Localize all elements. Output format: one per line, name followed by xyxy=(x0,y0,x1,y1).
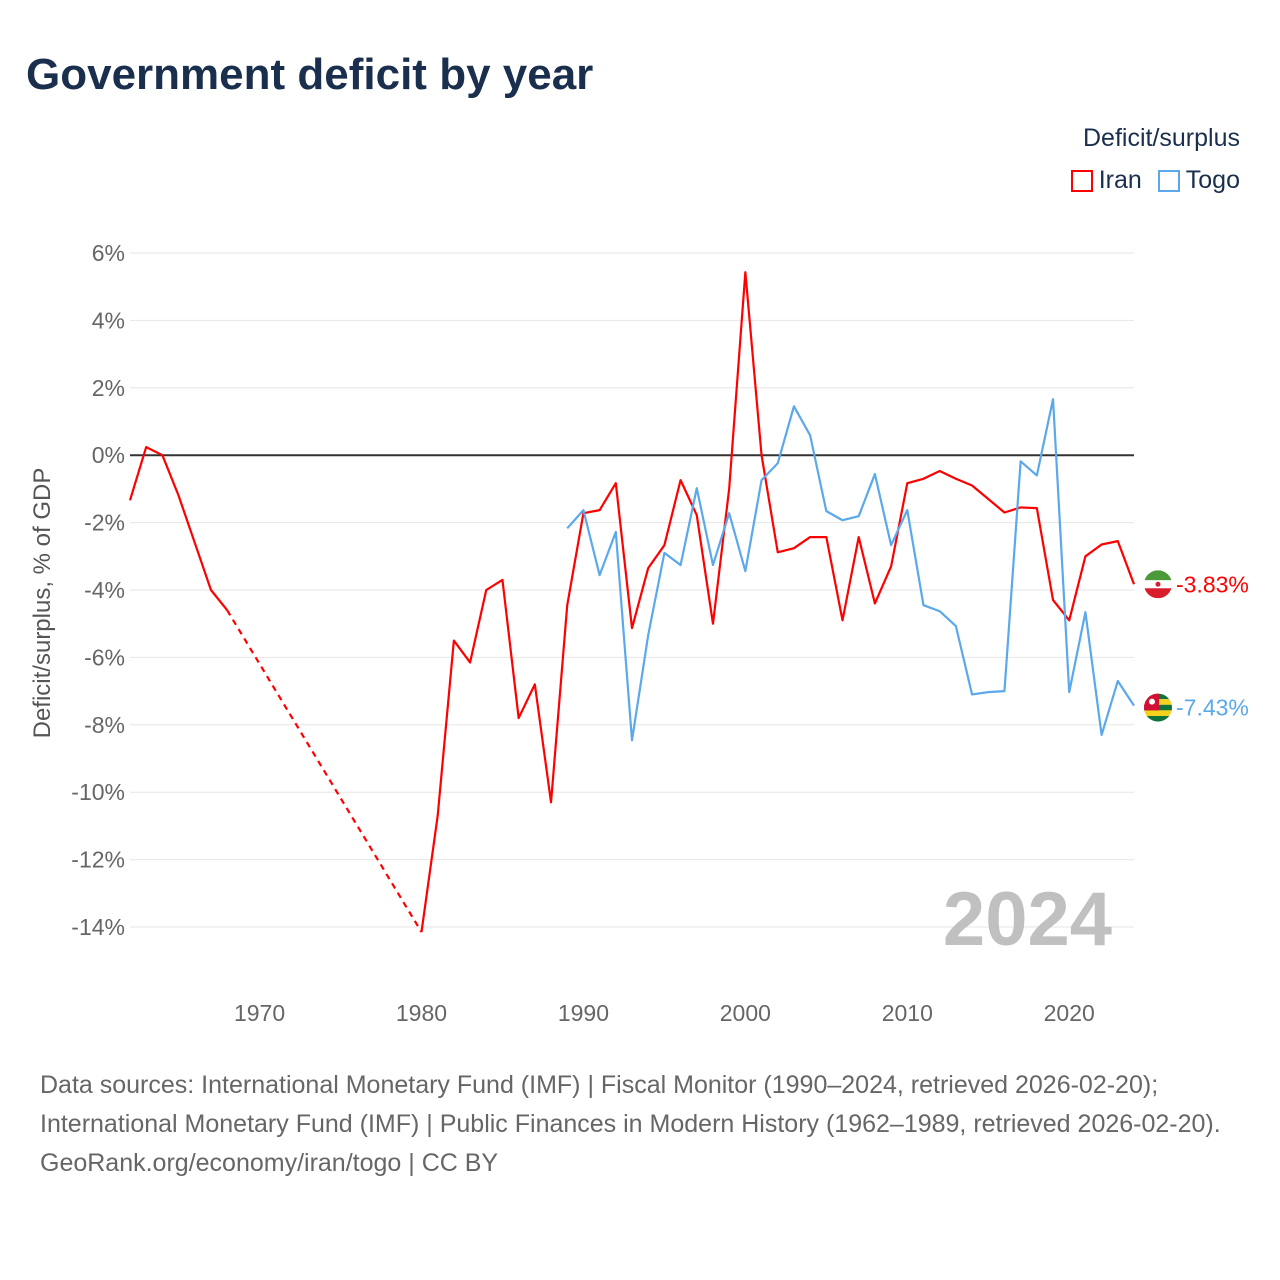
x-tick-label: 2010 xyxy=(882,1000,933,1026)
legend-label: Togo xyxy=(1185,166,1240,194)
credit-link[interactable]: GeoRank.org/economy/iran/togo | CC BY xyxy=(40,1149,499,1177)
y-tick-label: 6% xyxy=(92,240,125,266)
y-tick-label: -14% xyxy=(71,914,125,940)
x-tick-label: 1970 xyxy=(234,1000,285,1026)
y-tick-label: -10% xyxy=(71,779,125,805)
legend: Iran Togo xyxy=(1070,166,1240,195)
legend-swatch-iran xyxy=(1070,169,1093,192)
y-tick-label: 4% xyxy=(92,307,125,333)
y-tick-label: -2% xyxy=(84,510,125,536)
missing-data-line-iran[interactable] xyxy=(226,609,423,933)
page-title: Government deficit by year xyxy=(26,50,594,99)
legend-item-togo[interactable]: Togo xyxy=(1157,166,1240,195)
x-tick-label: 2020 xyxy=(1044,1000,1095,1026)
togo-flag-icon xyxy=(1144,693,1172,722)
y-tick-label: -12% xyxy=(71,847,125,873)
x-tick-label: 1990 xyxy=(558,1000,609,1026)
footer: Data sources: International Monetary Fun… xyxy=(40,1066,1240,1183)
year-watermark: 2024 xyxy=(943,877,1112,962)
iran-flag-icon xyxy=(1144,570,1172,599)
x-tick-label: 2000 xyxy=(720,1000,771,1026)
y-tick-label: 2% xyxy=(92,375,125,401)
data-sources: Data sources: International Monetary Fun… xyxy=(40,1071,1221,1138)
y-axis-label: Deficit/surplus, % of GDP xyxy=(29,468,56,739)
y-tick-label: -6% xyxy=(84,644,125,670)
y-tick-label: -4% xyxy=(84,577,125,603)
end-value-label-togo: -7.43% xyxy=(1176,695,1249,721)
series-line-iran[interactable] xyxy=(420,271,1136,933)
legend-swatch-togo xyxy=(1157,169,1180,192)
x-tick-label: 1980 xyxy=(396,1000,447,1026)
series-line-iran[interactable] xyxy=(128,446,229,611)
end-value-label-iran: -3.83% xyxy=(1176,571,1249,597)
y-tick-label: 0% xyxy=(92,442,125,468)
series-line-togo[interactable] xyxy=(566,398,1135,742)
y-tick-label: -8% xyxy=(84,712,125,738)
legend-item-iran[interactable]: Iran xyxy=(1070,166,1142,195)
legend-label: Iran xyxy=(1098,166,1142,194)
legend-title: Deficit/surplus xyxy=(1083,124,1240,152)
